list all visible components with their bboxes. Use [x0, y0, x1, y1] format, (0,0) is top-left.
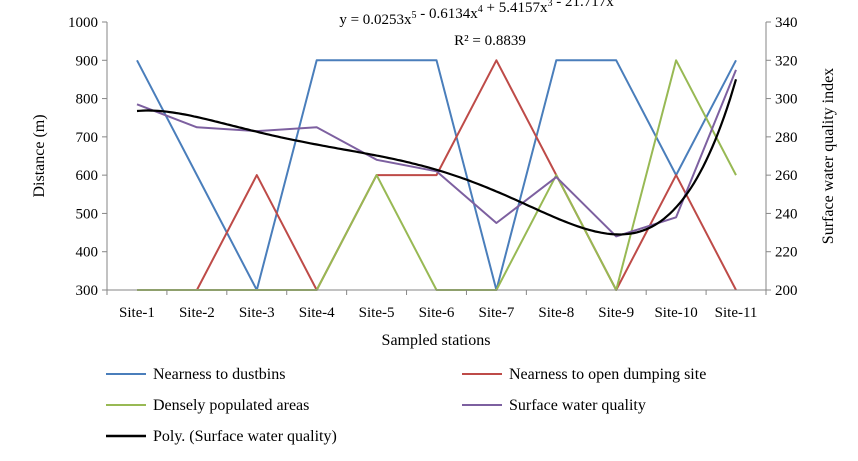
equation-exponent: 5: [412, 10, 417, 21]
legend-label: Poly. (Surface water quality): [153, 428, 337, 445]
y-right-tick-label: 200: [775, 283, 798, 299]
x-tick-label: Site-3: [239, 305, 275, 321]
equation-exponent: 3: [548, 0, 553, 9]
y-left-tick-label: 600: [76, 168, 99, 184]
x-tick-label: Site-11: [715, 305, 758, 321]
legend-label: Densely populated areas: [153, 397, 309, 414]
legend: Nearness to dustbins Nearness to open dum…: [106, 366, 706, 445]
series-line-4: [136, 69, 737, 238]
y-right-ticks: 200 220 240 260 280 300 320 340: [766, 15, 798, 299]
y-right-tick-label: 320: [775, 53, 798, 69]
y-right-tick-label: 280: [775, 130, 798, 146]
y-axis-right-title: Surface water quality index: [820, 68, 837, 244]
equation-term: - 21.717x: [553, 0, 615, 10]
x-tick-label: Site-1: [119, 305, 155, 321]
y-axis-left-title: Distance (m): [31, 114, 48, 197]
equation-term: + 32.534x + 277.84: [619, 0, 741, 4]
x-tick-label: Site-10: [654, 305, 697, 321]
x-tick-label: Site-6: [419, 305, 455, 321]
y-left-tick-label: 800: [76, 92, 99, 108]
y-left-tick-label: 400: [76, 245, 99, 261]
y-left-tick-label: 700: [76, 130, 99, 146]
legend-label: Surface water quality: [509, 397, 646, 414]
x-tick-label: Site-8: [538, 305, 574, 321]
y-left-tick-label: 900: [76, 53, 99, 69]
x-axis-title: Sampled stations: [382, 332, 491, 349]
y-right-tick-label: 340: [775, 15, 798, 31]
series-line-1: [136, 59, 737, 291]
series-line-2: [137, 59, 737, 291]
equation-term: + 5.4157x: [483, 0, 548, 16]
equation-term: - 0.6134x: [417, 6, 479, 22]
x-ticks: Site-1 Site-2 Site-3 Site-4 Site-5 Site-6 Site…: [106, 290, 767, 321]
y-left-tick-label: 1000: [68, 15, 98, 31]
y-right-tick-label: 260: [775, 168, 798, 184]
equation-term: y = 0.0253x: [339, 12, 412, 28]
equation-exponent: 2: [614, 0, 619, 3]
y-right-tick-label: 220: [775, 245, 798, 261]
r-squared-label: R² = 0.8839: [454, 33, 526, 49]
legend-label: Nearness to open dumping site: [509, 366, 706, 383]
equation-exponent: 4: [478, 4, 483, 15]
x-tick-label: Site-5: [359, 305, 395, 321]
y-right-tick-label: 300: [775, 92, 798, 108]
trendline: [136, 78, 738, 236]
y-right-tick-label: 240: [775, 206, 798, 222]
y-left-ticks: 300 400 500 600 700 800 900 1000: [68, 15, 107, 299]
x-tick-label: Site-2: [179, 305, 215, 321]
x-tick-label: Site-4: [299, 305, 335, 321]
y-left-tick-label: 300: [76, 283, 99, 299]
plot-area: [136, 59, 738, 291]
x-tick-label: Site-9: [598, 305, 634, 321]
trendline-equation: y = 0.0253x5 - 0.6134x4 + 5.4157x3 - 21.…: [339, 0, 741, 28]
legend-label: Nearness to dustbins: [153, 366, 285, 383]
y-left-tick-label: 500: [76, 206, 99, 222]
x-tick-label: Site-7: [478, 305, 514, 321]
